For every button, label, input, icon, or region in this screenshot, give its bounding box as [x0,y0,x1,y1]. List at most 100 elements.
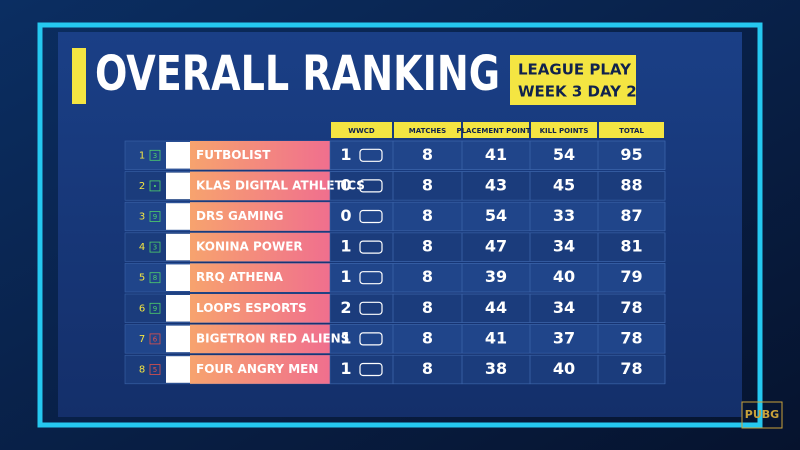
cell-value: 1 [340,267,351,286]
cell-value: 54 [553,145,575,164]
rank: 8 [139,365,145,376]
cell-value: 8 [422,328,433,347]
cell [597,354,666,385]
logo [166,264,190,291]
ranking-table: WWCD MATCHES PLACEMENT POINTS KILL POINTS TO… [124,122,666,385]
logo [166,172,190,200]
rank: 3 [139,212,145,223]
cell-value: 78 [620,328,642,347]
rank-change: • [153,182,157,190]
cell-value: 1 [340,237,351,256]
cell-value: 37 [553,328,575,347]
rank-change: 9 [153,213,157,221]
cell-value: 41 [485,145,507,164]
name-bg [190,324,330,354]
rank: 7 [139,334,145,345]
title: OVERALL RANKING [95,46,500,102]
cell-value: 2 [340,298,351,317]
cell-value: 81 [620,237,642,256]
name-bg [190,232,330,262]
cell-value: 8 [422,175,433,194]
cell [597,171,666,201]
cell-value: 39 [485,267,507,286]
cell-value: 8 [422,145,433,164]
cell-value: 44 [485,298,507,317]
logo [166,203,190,230]
cell [597,232,666,262]
rank: 4 [139,242,145,253]
rank-change: 5 [153,366,157,374]
team-name: KONINA POWER [196,240,303,254]
change-badge [149,149,161,161]
cell [597,324,666,354]
cell-value: 38 [485,359,507,378]
logo [166,356,190,383]
cell-value: 79 [620,267,642,286]
name-bg [190,355,330,384]
subtitle-box [510,55,636,105]
logo [166,325,190,353]
cell [597,263,666,293]
chicken-icon [359,240,383,254]
chicken-icon [359,209,383,224]
cell [597,201,666,232]
change-badge [149,272,161,284]
subtitle: LEAGUE PLAY [518,61,632,79]
team-name: FOUR ANGRY MEN [196,362,318,376]
header-cell [463,122,529,138]
team-name: BIGETRON RED ALIENS [196,331,349,345]
brand: PUBG [745,408,779,421]
column-header: TOTAL [619,127,644,135]
rank-change: 3 [153,244,157,252]
rank-change: 3 [153,152,157,160]
cell-value: 40 [553,267,575,286]
name-bg [190,263,330,292]
chicken-icon [359,271,383,285]
header-cell [331,122,392,138]
team-name: KLAS DIGITAL ATHLETICS [196,178,365,192]
column-header: MATCHES [409,127,446,135]
cell-value: 0 [340,175,351,194]
cell-value: 40 [553,359,575,378]
cell-value: 45 [553,175,575,194]
cell-value: 34 [553,237,575,256]
chicken-icon [359,148,383,162]
header-cell [531,122,597,138]
brand-box [741,401,783,429]
rank: 1 [139,150,145,161]
subtitle: WEEK 3 DAY 2 [518,83,637,101]
cell-value: 1 [340,145,351,164]
cell-value: 95 [620,145,642,164]
column-header: KILL POINTS [540,127,589,135]
logo [166,295,190,322]
logo [166,233,190,261]
frame [37,22,763,428]
cell-value: 1 [340,328,351,347]
cell-value: 8 [422,359,433,378]
change-badge [149,211,161,222]
chicken-icon [359,362,383,377]
rank: 5 [139,273,145,284]
cell-value: 8 [422,237,433,256]
change-badge [149,333,161,345]
chicken-icon [359,301,383,315]
rank: 6 [139,303,145,314]
cell-value: 34 [553,298,575,317]
rank-change: 6 [153,335,158,343]
header-cell [599,122,664,138]
team-name: RRQ ATHENA [196,270,284,284]
rank: 2 [139,181,145,192]
team-name: LOOPS ESPORTS [196,301,307,315]
cell-value: 87 [620,206,642,225]
name-bg [190,141,330,170]
change-badge [149,180,161,192]
cell-value: 33 [553,206,575,225]
cell [597,140,666,170]
cell-value: 78 [620,298,642,317]
cell-value: 8 [422,206,433,225]
team-name: DRS GAMING [196,209,283,223]
cell-value: 47 [485,237,507,256]
cell-value: 1 [340,359,351,378]
change-badge [149,364,161,375]
